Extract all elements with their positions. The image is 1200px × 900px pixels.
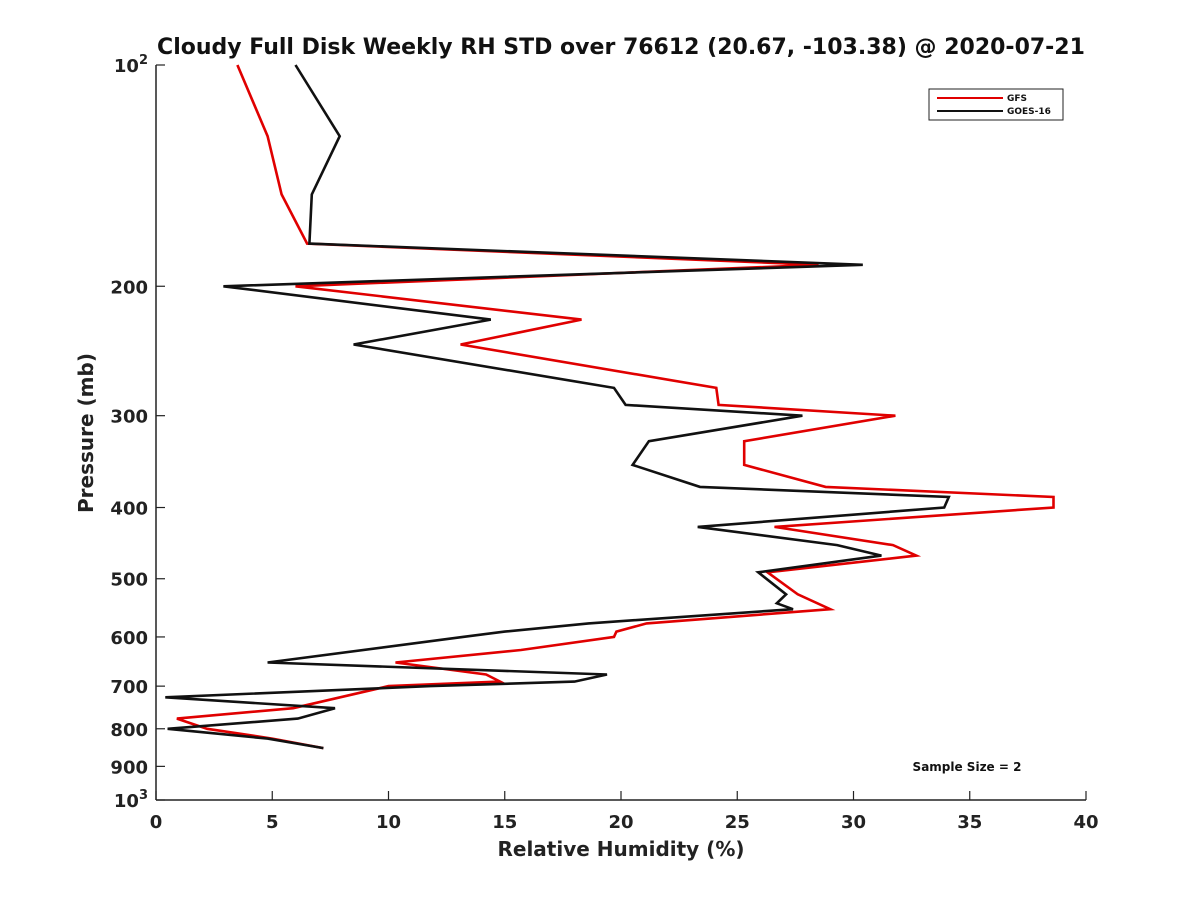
x-axis-label: Relative Humidity (%) bbox=[497, 837, 744, 861]
y-tick-label: 102 bbox=[114, 53, 148, 77]
y-tick-label: 700 bbox=[110, 677, 148, 698]
chart-title: Cloudy Full Disk Weekly RH STD over 7661… bbox=[157, 35, 1085, 60]
legend-box bbox=[928, 88, 1064, 121]
legend-label-goes16: GOES-16 bbox=[1007, 107, 1051, 117]
series-layer bbox=[165, 64, 1055, 750]
y-tick-label: 200 bbox=[110, 277, 148, 298]
y-axis-ticks: 102 200 300 400 500 600 700 800 900 103 bbox=[110, 53, 165, 812]
legend: GFS GOES-16 bbox=[928, 88, 1064, 121]
series-line-gfs bbox=[176, 64, 1055, 750]
x-tick-label: 5 bbox=[266, 812, 279, 833]
x-axis-ticks: 0 5 10 15 20 25 30 35 40 bbox=[150, 791, 1099, 833]
legend-label-gfs: GFS bbox=[1007, 94, 1027, 104]
y-tick-label: 103 bbox=[114, 788, 148, 812]
series-line-goes16 bbox=[165, 64, 951, 750]
x-tick-label: 20 bbox=[608, 812, 633, 833]
x-tick-label: 10 bbox=[376, 812, 401, 833]
x-tick-label: 35 bbox=[957, 812, 982, 833]
sample-size-annotation: Sample Size = 2 bbox=[913, 760, 1022, 774]
x-tick-label: 30 bbox=[841, 812, 866, 833]
y-tick-label: 500 bbox=[110, 570, 148, 591]
y-tick-label: 600 bbox=[110, 628, 148, 649]
y-tick-label: 800 bbox=[110, 720, 148, 741]
y-tick-label: 300 bbox=[110, 407, 148, 428]
x-tick-label: 25 bbox=[725, 812, 750, 833]
plot-frame bbox=[156, 65, 1086, 800]
x-tick-label: 0 bbox=[150, 812, 163, 833]
plot-background bbox=[156, 65, 1086, 800]
y-tick-label: 400 bbox=[110, 499, 148, 520]
x-tick-label: 15 bbox=[492, 812, 517, 833]
x-tick-label: 40 bbox=[1073, 812, 1098, 833]
y-tick-label: 900 bbox=[110, 757, 148, 778]
y-axis-label: Pressure (mb) bbox=[74, 353, 98, 513]
